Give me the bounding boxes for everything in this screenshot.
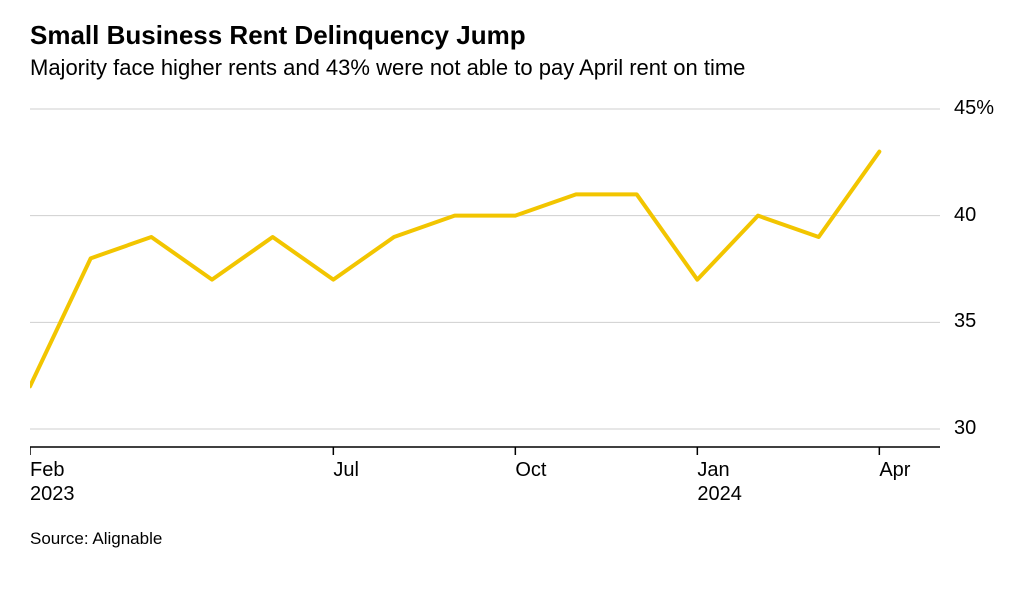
x-axis-sublabel: 2023 <box>30 483 75 506</box>
chart-container: Small Business Rent Delinquency Jump Maj… <box>0 0 1032 598</box>
x-axis-sublabel: 2024 <box>697 483 742 506</box>
x-axis-label: Jul <box>333 459 359 482</box>
y-axis-label: 30 <box>954 417 976 440</box>
x-axis-label: Jan <box>697 459 729 482</box>
chart-subtitle: Majority face higher rents and 43% were … <box>30 55 1002 81</box>
axis-labels-layer: 30 35 40 45% Feb2023 Jul Oct Jan2024 Apr <box>30 95 1002 515</box>
chart-title: Small Business Rent Delinquency Jump <box>30 20 1002 51</box>
y-axis-label: 40 <box>954 204 976 227</box>
x-axis-label: Apr <box>879 459 910 482</box>
x-axis-label: Oct <box>515 459 546 482</box>
y-axis-label: 45% <box>954 97 994 120</box>
chart-area: 30 35 40 45% Feb2023 Jul Oct Jan2024 Apr <box>30 95 1002 515</box>
x-axis-label: Feb <box>30 459 64 482</box>
y-axis-label: 35 <box>954 310 976 333</box>
chart-source: Source: Alignable <box>30 529 1002 549</box>
